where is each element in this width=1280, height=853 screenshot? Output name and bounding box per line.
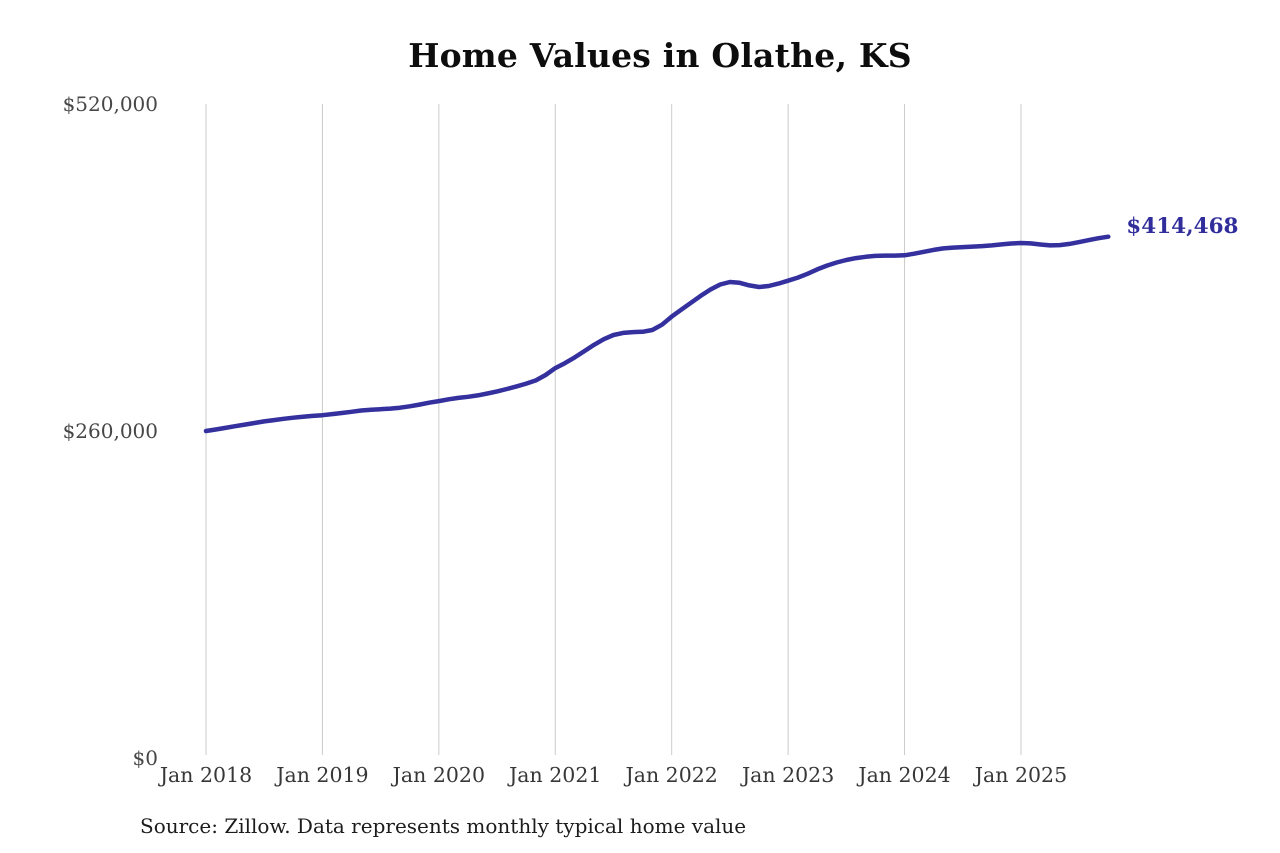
source-attribution: Source: Zillow. Data represents monthly … [140,814,747,838]
chart-title: Home Values in Olathe, KS [408,36,912,75]
vertical-gridlines [205,104,1022,755]
x-tick-label-jan-2025: Jan 2025 [974,763,1068,787]
latest-value-label: $414,468 [1126,213,1239,239]
x-tick-label-jan-2021: Jan 2021 [509,763,602,787]
home-value-line-series [203,234,1111,434]
y-tick-label-0: $0 [132,746,158,770]
y-tick-label-260000: $260,000 [62,419,158,443]
x-tick-label-jan-2024: Jan 2024 [858,763,951,787]
x-tick-label-jan-2018: Jan 2018 [159,763,253,787]
x-tick-label-jan-2023: Jan 2023 [741,763,835,787]
y-tick-label-520000: $520,000 [62,92,158,116]
x-tick-label-jan-2019: Jan 2019 [276,763,369,787]
x-tick-label-jan-2022: Jan 2022 [625,763,718,787]
x-tick-label-jan-2020: Jan 2020 [392,763,486,787]
